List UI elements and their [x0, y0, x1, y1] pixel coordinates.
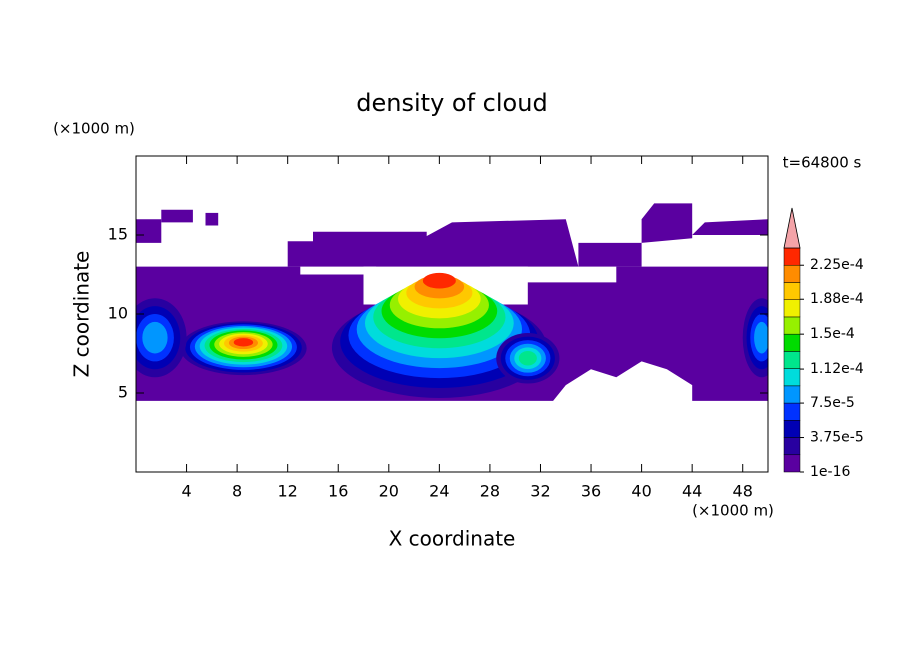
- x-tick-label: 12: [278, 482, 298, 501]
- colorbar-band: [783, 402, 801, 421]
- x-unit: (×1000 m): [692, 502, 774, 520]
- x-tick-label: 40: [631, 482, 651, 501]
- colorbar-band: [783, 333, 801, 352]
- colorbar-tick-label: 1.5e-4: [810, 326, 855, 342]
- colorbar-tick-label: 2.25e-4: [810, 257, 864, 273]
- contour-region: [422, 272, 456, 289]
- colorbar-band: [783, 282, 801, 300]
- y-axis-label: Z coordinate: [70, 251, 94, 378]
- chart-title: density of cloud: [356, 89, 547, 117]
- x-tick-label: 8: [232, 482, 242, 501]
- colorbar-tick-label: 1.88e-4: [810, 291, 864, 307]
- gap: [300, 266, 377, 275]
- gap: [489, 266, 617, 283]
- colorbar-tick-label: 3.75e-5: [810, 430, 864, 446]
- contour-region: [641, 203, 693, 243]
- colorbar-extend: [783, 207, 801, 249]
- contour-region: [578, 242, 642, 267]
- x-tick-label: 48: [733, 482, 753, 501]
- colorbar-band: [783, 247, 801, 266]
- y-tick-label: 15: [108, 225, 128, 244]
- colorbar-band: [783, 420, 801, 438]
- contour-region: [414, 219, 579, 267]
- colorbar-tick-label: 1e-16: [810, 464, 850, 480]
- colorbar-band: [783, 454, 801, 473]
- x-axis-label: X coordinate: [389, 527, 516, 551]
- contour-region: [233, 338, 254, 347]
- x-tick-label: 44: [682, 482, 702, 501]
- contour-region: [205, 212, 219, 226]
- x-tick-label: 36: [581, 482, 601, 501]
- x-tick-label: 20: [379, 482, 399, 501]
- colorbar-tick-label: 1.12e-4: [810, 361, 864, 377]
- contour-region: [142, 321, 168, 354]
- colorbar-band: [783, 368, 801, 387]
- x-tick-label: 4: [181, 482, 191, 501]
- x-tick-label: 32: [530, 482, 550, 501]
- contour-region: [754, 321, 768, 354]
- colorbar-tick-label: 7.5e-5: [810, 395, 855, 411]
- y-tick-label: 10: [108, 304, 128, 323]
- colorbar-band: [783, 316, 801, 335]
- colorbar-band: [783, 385, 801, 404]
- x-tick-label: 28: [480, 482, 500, 501]
- contour-region: [518, 351, 537, 366]
- contour-region: [136, 219, 162, 243]
- contour-region: [161, 209, 193, 223]
- x-tick-label: 24: [429, 482, 449, 501]
- contour-region: [313, 231, 427, 267]
- contour-field: [136, 203, 768, 401]
- colorbar-band: [783, 299, 801, 318]
- colorbar-band: [783, 437, 801, 456]
- contour-region: [692, 219, 768, 235]
- y-unit: (×1000 m): [53, 120, 135, 138]
- time-label: t=64800 s: [783, 154, 862, 172]
- colorbar-band: [783, 351, 801, 369]
- x-tick-label: 16: [328, 482, 348, 501]
- colorbar-band: [783, 264, 801, 283]
- y-tick-label: 5: [118, 383, 128, 402]
